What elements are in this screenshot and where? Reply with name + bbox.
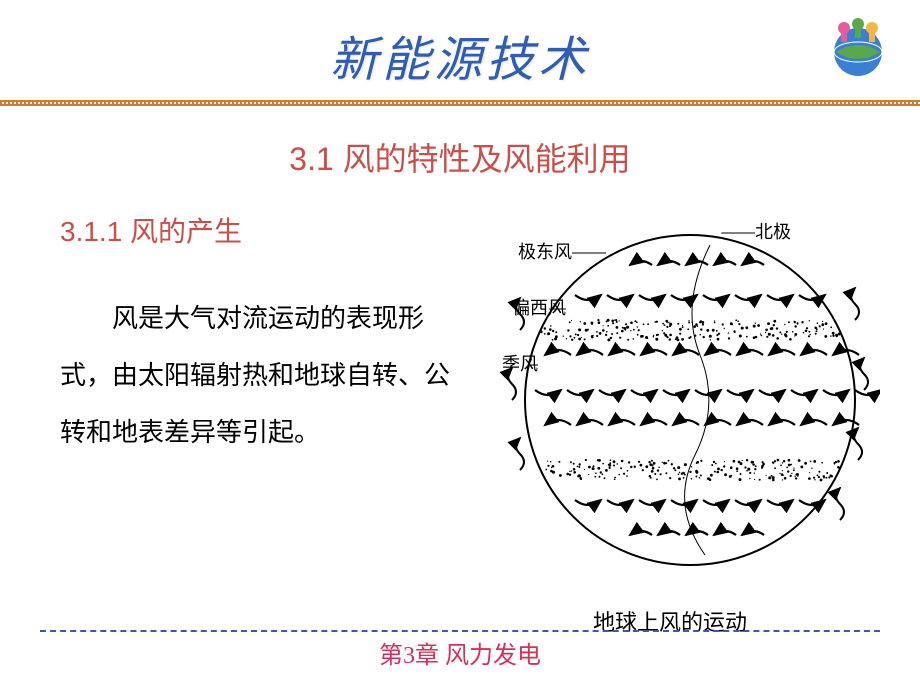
right-column: 北极极东风偏西风季风 地球上风的运动 bbox=[460, 210, 880, 637]
content-area: 3.1.1 风的产生 风是大气对流运动的表现形式，由太阳辐射热和地球自转、公转和… bbox=[0, 210, 920, 637]
svg-text:北极: 北极 bbox=[755, 222, 791, 242]
footer-divider bbox=[40, 630, 880, 632]
svg-text:偏西风: 偏西风 bbox=[512, 298, 566, 318]
wind-diagram: 北极极东风偏西风季风 bbox=[460, 210, 880, 595]
svg-text:极东风: 极东风 bbox=[518, 242, 572, 262]
paragraph-text: 风是大气对流运动的表现形式，由太阳辐射热和地球自转、公转和地表差异等引起。 bbox=[60, 290, 460, 462]
logo-icon bbox=[814, 8, 902, 78]
page-title: 新能源技术 bbox=[0, 0, 920, 90]
left-column: 3.1.1 风的产生 风是大气对流运动的表现形式，由太阳辐射热和地球自转、公转和… bbox=[60, 210, 460, 637]
subsection-title: 3.1.1 风的产生 bbox=[60, 210, 460, 250]
footer-text: 第3章 风力发电 bbox=[0, 635, 920, 670]
divider-ruler bbox=[0, 100, 920, 106]
section-title: 3.1 风的特性及风能利用 bbox=[0, 134, 920, 180]
svg-text:季风: 季风 bbox=[502, 354, 538, 374]
diagram-caption: 地球上风的运动 bbox=[593, 605, 747, 637]
